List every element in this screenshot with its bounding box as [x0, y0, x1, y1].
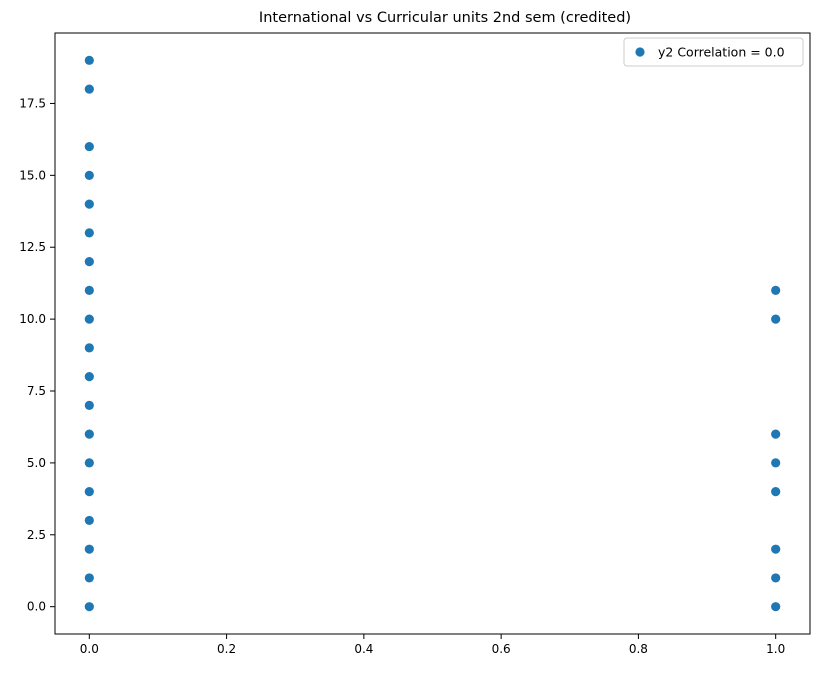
data-point [84, 544, 94, 554]
legend: y2 Correlation = 0.0 [623, 37, 804, 67]
axes-layer: 0.0 0.2 0.4 0.6 0.8 1.0 0.0 2.5 5.0 7.5 10.0 12.5 15… [19, 32, 811, 656]
data-point [771, 285, 781, 295]
data-point [84, 343, 94, 353]
data-point [84, 170, 94, 180]
data-point [84, 285, 94, 295]
data-point [84, 458, 94, 468]
x-tick-label: 0.2 [217, 642, 236, 656]
points-layer [84, 55, 781, 612]
data-point [84, 228, 94, 238]
data-point [771, 458, 781, 468]
y-tick-label: 0.0 [27, 600, 46, 614]
x-tick-label: 0.4 [354, 642, 373, 656]
data-point [84, 515, 94, 526]
legend-box [623, 37, 804, 67]
y-tick-label: 2.5 [27, 528, 46, 542]
y-tick-label: 10.0 [19, 312, 46, 326]
data-point [84, 199, 94, 209]
data-point [84, 55, 94, 65]
x-tick-label: 1.0 [766, 642, 785, 656]
data-point [84, 141, 94, 152]
x-tick-label: 0.8 [629, 642, 648, 656]
data-point [84, 602, 94, 612]
data-point [84, 372, 94, 382]
data-point [771, 314, 781, 324]
y-tick-label: 17.5 [19, 96, 46, 110]
data-point [84, 84, 94, 94]
y-tick-label: 12.5 [19, 240, 46, 254]
data-point [771, 429, 781, 439]
data-point [84, 429, 94, 439]
x-tick-label: 0.0 [80, 642, 99, 656]
y-tick-label: 15.0 [19, 168, 46, 182]
y-tick-label: 5.0 [27, 456, 46, 470]
data-point [771, 544, 781, 554]
data-point [84, 573, 94, 583]
y-tick-label: 7.5 [27, 384, 46, 398]
data-point [771, 602, 781, 612]
legend-marker [635, 47, 645, 57]
chart-title: International vs Curricular units 2nd se… [259, 10, 631, 26]
data-point [84, 314, 94, 324]
legend-label: y2 Correlation = 0.0 [658, 45, 785, 60]
data-point [771, 487, 781, 497]
data-point [84, 487, 94, 497]
data-point [84, 400, 94, 410]
plot-frame [54, 32, 811, 635]
data-point [771, 573, 781, 583]
data-point [84, 257, 94, 267]
x-tick-label: 0.6 [492, 642, 511, 656]
